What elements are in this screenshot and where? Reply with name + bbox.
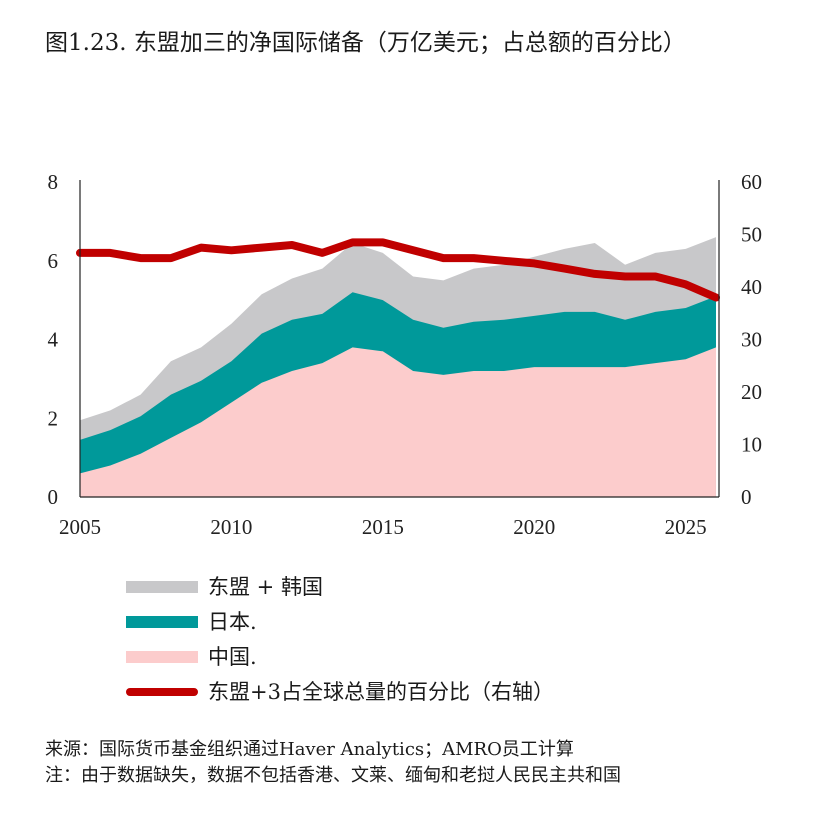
legend-swatch-asean-korea: [126, 581, 198, 593]
legend-label-share: 东盟+3占全球总量的百分比（右轴）: [208, 680, 554, 704]
x-tick-label: 2005: [59, 515, 101, 539]
y-right-tick-label: 40: [741, 275, 762, 299]
y-right-tick-label: 10: [741, 433, 762, 457]
chart: 0 2 4 6 8 0 10 20 30 40 50 60 2005 2010 2015 2020 2025: [48, 170, 763, 539]
y-right-tick-label: 20: [741, 380, 762, 404]
y-left-tick-label: 2: [48, 406, 59, 430]
y-left-tick-label: 6: [48, 249, 59, 273]
y-left-tick-label: 4: [48, 328, 59, 352]
axes: [79, 180, 720, 498]
chart-title: 图1.23. 东盟加三的净国际储备（万亿美元；占总额的百分比）: [45, 30, 686, 56]
area-layer: [76, 237, 720, 497]
tick-labels: 0 2 4 6 8 0 10 20 30 40 50 60 2005 2010 2015 2020 2025: [48, 170, 763, 539]
y-left-tick-label: 0: [48, 485, 59, 509]
footnote: 注：由于数据缺失，数据不包括香港、文莱、缅甸和老挝人民民主共和国: [45, 765, 621, 786]
source-note: 来源：国际货币基金组织通过Haver Analytics；AMRO员工计算: [45, 739, 574, 760]
legend-label-japan: 日本.: [208, 610, 257, 634]
line-global-share: [76, 238, 720, 302]
y-left-tick-label: 8: [48, 170, 59, 194]
y-right-tick-label: 0: [741, 485, 752, 509]
legend-swatch-china: [126, 651, 198, 663]
x-tick-label: 2025: [665, 515, 707, 539]
x-tick-label: 2010: [210, 515, 252, 539]
y-right-tick-label: 30: [741, 328, 762, 352]
legend-line-share: [126, 688, 198, 696]
legend-swatch-japan: [126, 616, 198, 628]
area-china: [80, 347, 716, 497]
notes: 来源：国际货币基金组织通过Haver Analytics；AMRO员工计算 注：…: [45, 737, 621, 789]
y-right-tick-label: 50: [741, 223, 762, 247]
x-tick-label: 2020: [513, 515, 555, 539]
legend-label-china: 中国.: [208, 645, 257, 669]
x-tick-label: 2015: [362, 515, 404, 539]
y-right-tick-label: 60: [741, 170, 762, 194]
legend-label-asean-korea: 东盟 + 韩国: [208, 575, 323, 599]
